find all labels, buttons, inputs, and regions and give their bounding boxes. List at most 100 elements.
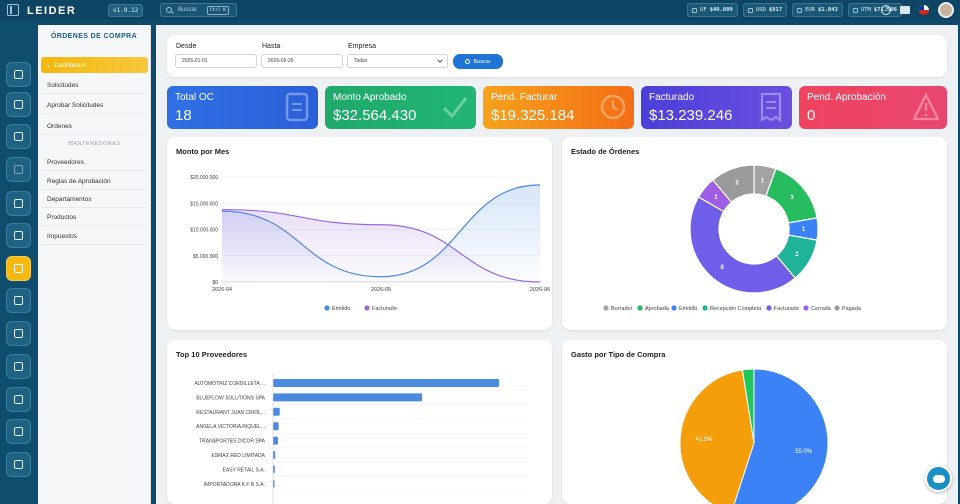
submenu-item-label: Reglas de Aprobación	[47, 178, 111, 185]
panel-title: Monto por Mes	[176, 147, 230, 156]
bar-category-label: EASY RETAIL S.A.	[223, 467, 265, 473]
search-icon	[465, 59, 471, 64]
rail-org-icon[interactable]	[6, 354, 31, 379]
submenu-item-label: Dashboard	[54, 61, 87, 69]
main-content: Desde 2026-01-01 Hasta 2026-06-26 Empres…	[156, 25, 958, 504]
slice-label: 42.5%	[695, 437, 713, 443]
rate-label: EUR	[805, 7, 815, 13]
rail-settings-icon[interactable]	[6, 419, 31, 444]
legend-marker	[364, 305, 370, 311]
kpi-pend-aprobacion: Pend. Aprobación 0	[799, 86, 947, 129]
avatar[interactable]	[938, 2, 954, 18]
donut-slice	[689, 196, 796, 294]
kpi-value: 0	[807, 107, 816, 124]
estado-donut-chart: 1 3 1 2 8 1 2 Borrador Aprobada Emitido Recepción …	[603, 164, 862, 312]
bar	[273, 422, 279, 431]
warning-icon	[913, 92, 939, 121]
legend-marker	[834, 305, 840, 311]
y-tick-label: $5.000.000	[193, 254, 218, 260]
pie-slice	[741, 368, 755, 444]
brand-logo[interactable]: LEIDER	[27, 4, 98, 16]
submenu-item-aprobar[interactable]: Aprobar Solicitudes	[41, 98, 148, 114]
chat-assistant-button[interactable]	[925, 465, 952, 492]
chile-flag-icon[interactable]	[919, 5, 929, 15]
help-icon[interactable]: ?	[881, 5, 891, 15]
hasta-date-input[interactable]: 2026-06-26	[261, 54, 343, 68]
bar-category-label: RESTAURANT JUAN CRIOL...	[196, 410, 265, 416]
submenu-item-ordenes[interactable]: Ordenes	[41, 119, 148, 135]
bar-category-label: AUTOMOTRIZ CORDILLETA ...	[194, 381, 265, 387]
svg-text:LEIDER: LEIDER	[27, 5, 76, 16]
rate-value: $40.809	[709, 7, 733, 13]
x-tick-label: 2026-05	[371, 287, 391, 293]
donut-slice	[712, 164, 755, 204]
top-bar: LEIDER v1.9.12 Buscar Ctrl K UF $40.809 U…	[0, 0, 960, 20]
monto-por-mes-panel: Monto por Mes $20.000.000 $15.000.000 $10.…	[167, 137, 552, 330]
submenu-item-proveedores[interactable]: Proveedores	[41, 155, 148, 171]
empresa-select[interactable]: Todas	[347, 54, 448, 68]
kpi-label: Pend. Aprobación	[807, 92, 886, 103]
filter-card: Desde 2026-01-01 Hasta 2026-06-26 Empres…	[167, 35, 947, 77]
submenu-item-impuestos[interactable]: Impuestos	[41, 229, 148, 245]
slice-label: 1	[761, 178, 765, 184]
slice-label: 1	[802, 227, 806, 233]
rate-label: USD	[755, 7, 766, 13]
kpi-label: Monto Aprobado	[333, 92, 407, 103]
bar-category-label: IMPORTADORA K F B S.A.	[204, 482, 265, 488]
submenu-item-label: Solicitudes	[47, 82, 79, 89]
rate-usd: USD $917	[742, 3, 788, 17]
slice-label: 8	[721, 265, 725, 271]
submenu-item-reglas[interactable]: Reglas de Aprobación	[41, 174, 148, 190]
desde-date-input[interactable]: 2026-01-01	[175, 54, 257, 68]
legend-marker	[766, 305, 772, 311]
rail-gear-icon[interactable]	[6, 452, 31, 477]
search-button[interactable]: Buscar	[453, 54, 503, 69]
rate-label: UF	[700, 7, 707, 13]
submenu-item-label: Productos	[47, 214, 77, 221]
submenu-title: ÓRDENES DE COMPRA	[50, 33, 138, 40]
gasto-pie-chart: 55.0% 42.5%	[679, 368, 829, 504]
rail-grid-icon[interactable]	[6, 288, 31, 313]
rail-compass-icon[interactable]	[6, 321, 31, 346]
legend-label: Emitido	[332, 306, 350, 312]
rail-users-icon[interactable]	[6, 62, 31, 87]
rail-notes-icon[interactable]	[6, 157, 31, 182]
rail-scan-icon[interactable]	[6, 223, 31, 248]
search-box[interactable]: Buscar Ctrl K	[160, 3, 237, 17]
kpi-value: 18	[175, 107, 192, 124]
pie-slice	[733, 368, 829, 504]
slice-label: 2	[795, 252, 799, 258]
submenu-item-solicitudes[interactable]: Solicitudes	[41, 78, 148, 94]
desde-label: Desde	[176, 43, 197, 50]
chevron-down-icon	[437, 57, 443, 63]
kpi-label: Facturado	[649, 92, 695, 103]
submenu-item-departamentos[interactable]: Departamentos	[41, 192, 148, 208]
exchange-rates: UF $40.809 USD $917 EUR $1.043 UTM $71.506	[687, 3, 902, 17]
kpi-label: Pend. Facturar	[491, 92, 558, 103]
kpi-total-oc: Total OC 18	[167, 86, 318, 129]
y-tick-label: $0	[212, 280, 218, 286]
bar-category-label: ANGELA VICTORIA RIQUEL...	[196, 424, 265, 430]
series-line	[221, 208, 541, 283]
search-button-label: Buscar	[473, 58, 491, 65]
submenu-item-productos[interactable]: Productos	[41, 210, 148, 226]
rate-icon	[852, 7, 858, 13]
kpi-label: Total OC	[175, 92, 214, 103]
legend-label: Aprobada	[645, 306, 670, 312]
menu-toggle-icon[interactable]	[7, 4, 19, 16]
rail-purchase-orders-icon[interactable]	[6, 256, 31, 281]
rail-bug-icon[interactable]	[6, 124, 31, 149]
submenu-item-label: Ordenes	[47, 123, 72, 130]
bar	[273, 479, 275, 488]
legend-label: Facturado	[774, 306, 799, 312]
rail-building-icon[interactable]	[6, 191, 31, 216]
submenu-item-dashboard[interactable]: Dashboard	[41, 57, 148, 73]
kpi-value: $32.564.430	[333, 107, 417, 124]
rail-document-icon[interactable]	[6, 92, 31, 117]
bar	[273, 379, 499, 387]
print-icon[interactable]	[900, 6, 910, 14]
legend-marker	[671, 305, 677, 311]
rail-fingerprint-icon[interactable]	[6, 387, 31, 412]
rate-value: $1.043	[818, 7, 838, 13]
gasto-tipo-panel: Gasto por Tipo de Compra 55.0% 42.5%	[562, 340, 947, 504]
